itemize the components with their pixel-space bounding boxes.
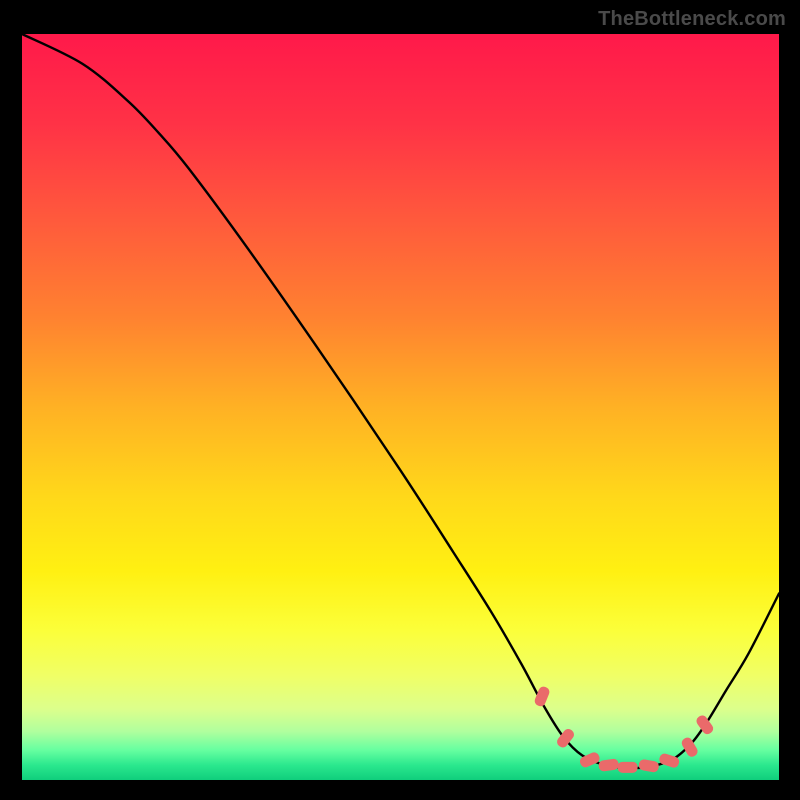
curve-marker [598, 758, 619, 772]
bottleneck-curve [22, 34, 779, 780]
chart-frame: TheBottleneck.com [0, 0, 800, 800]
curve-marker [638, 759, 660, 773]
curve-marker [578, 751, 601, 769]
curve-marker [694, 713, 715, 736]
curve-marker [680, 736, 700, 759]
plot-area [22, 34, 779, 780]
marker-group [533, 685, 715, 773]
curve-marker [618, 762, 638, 773]
curve-marker [658, 752, 680, 769]
curve-marker [533, 685, 551, 708]
watermark-text: TheBottleneck.com [598, 8, 786, 31]
